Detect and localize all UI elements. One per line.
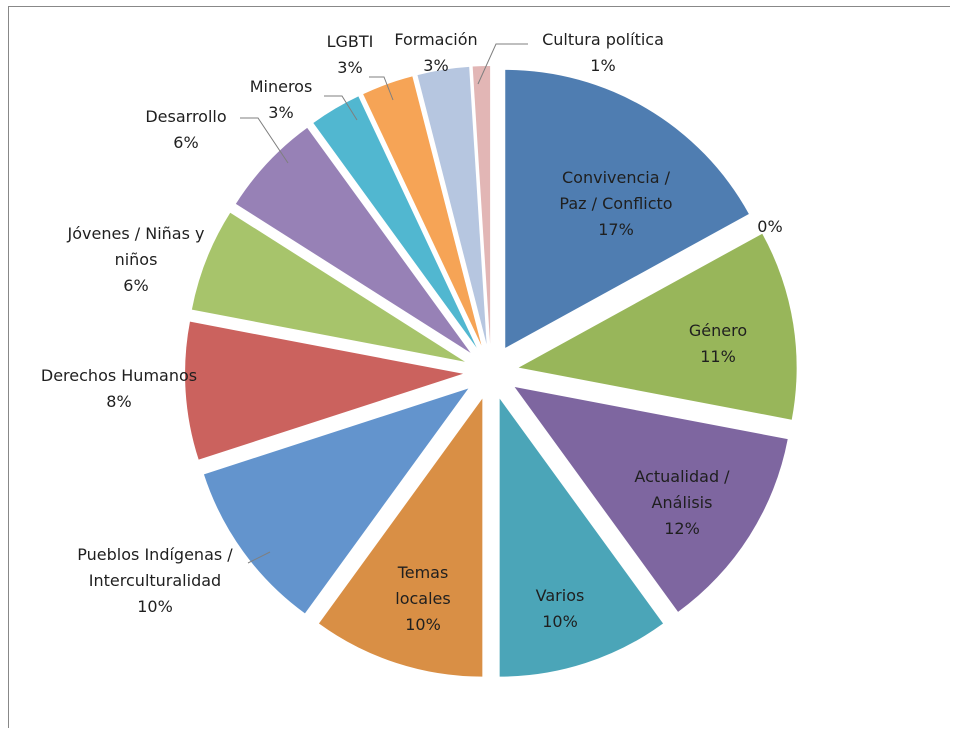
slice-name-label: niños xyxy=(115,250,158,269)
slice-name-label: Cultura política xyxy=(542,30,664,49)
pie-slice-derechos-humanos xyxy=(185,321,464,460)
slice-value-label: 11% xyxy=(700,347,736,366)
pie-slice-cultura-politica xyxy=(472,66,491,345)
leader-line-desarrollo xyxy=(240,117,289,164)
slice-name-label: Temas xyxy=(397,563,449,582)
slice-name-label: Pueblos Indígenas / xyxy=(77,545,233,564)
pie-slice-formacion xyxy=(417,66,487,345)
slice-label-jovenes-ninas-y-ninos: Jóvenes / Niñas y niños 6% xyxy=(67,224,205,295)
slice-name-label: Análisis xyxy=(652,493,713,512)
slice-value-label: 8% xyxy=(106,392,131,411)
slice-name-label: Formación xyxy=(394,30,477,49)
slice-label-derechos-humanos: Derechos Humanos 8% xyxy=(41,366,197,411)
slice-label-actualidad-analisis: Actualidad / Análisis 12% xyxy=(634,467,730,538)
pie-slice-temas-locales xyxy=(318,398,483,677)
slice-value-label: 3% xyxy=(268,103,293,122)
pie-slice-pueblos-indigenas-interculturalidad xyxy=(203,388,469,614)
slice-label-zero: 0% xyxy=(757,217,782,236)
slice-label-mineros: Mineros 3% xyxy=(250,77,313,122)
pie-slice-varios xyxy=(499,398,664,677)
slice-label-convivencia-paz-conflicto: Convivencia / Paz / Conflicto 17% xyxy=(559,168,672,239)
slice-value-label: 12% xyxy=(664,519,700,538)
leader-line-pueblos-indigenas-interculturalidad xyxy=(247,551,271,564)
slice-name-label: Convivencia / xyxy=(562,168,671,187)
pie-slice-lgbti xyxy=(363,76,482,346)
plot-area-border xyxy=(8,6,950,728)
slice-label-pueblos-indigenas-interculturalidad: Pueblos Indígenas / Interculturalidad 10% xyxy=(77,545,233,616)
pie-slice-desarrollo xyxy=(235,127,471,353)
leader-line-cultura-politica xyxy=(477,43,528,85)
slice-name-label: Actualidad / xyxy=(634,467,730,486)
slice-label-temas-locales: Temas locales 10% xyxy=(395,563,450,634)
leader-line-lgbti xyxy=(369,76,394,101)
slice-name-label: Jóvenes / Niñas y xyxy=(67,224,205,243)
pie-slice-genero xyxy=(518,233,797,420)
pie-slice-actualidad-analisis xyxy=(514,387,788,612)
slice-value-label: 0% xyxy=(757,217,782,236)
slice-value-label: 10% xyxy=(542,612,578,631)
slice-name-label: Varios xyxy=(536,586,585,605)
slice-label-desarrollo: Desarrollo 6% xyxy=(145,107,226,152)
leader-line-mineros xyxy=(324,95,358,121)
slice-value-label: 17% xyxy=(598,220,634,239)
slice-value-label: 10% xyxy=(405,615,441,634)
pie-slice-mineros xyxy=(313,96,477,348)
slice-name-label: Género xyxy=(689,321,747,340)
slices-layer xyxy=(185,66,797,677)
slice-value-label: 1% xyxy=(590,56,615,75)
slice-label-genero: Género 11% xyxy=(689,321,747,366)
slice-name-label: Interculturalidad xyxy=(89,571,221,590)
slice-name-label: Derechos Humanos xyxy=(41,366,197,385)
slice-value-label: 6% xyxy=(123,276,148,295)
pie-slice-convivencia-paz-conflicto xyxy=(505,69,749,348)
slice-value-label: 3% xyxy=(337,58,362,77)
labels-layer: Convivencia / Paz / Conflicto 17% 0% Género 1… xyxy=(41,30,783,634)
slice-name-label: Paz / Conflicto xyxy=(559,194,672,213)
slice-value-label: 10% xyxy=(137,597,173,616)
slice-label-cultura-politica: Cultura política 1% xyxy=(542,30,664,75)
slice-name-label: Desarrollo xyxy=(145,107,226,126)
slice-label-lgbti: LGBTI 3% xyxy=(327,32,374,77)
slice-value-label: 3% xyxy=(423,56,448,75)
leader-lines-layer xyxy=(240,43,528,564)
slice-value-label: 6% xyxy=(173,133,198,152)
pie-slice-jovenes-ninas-y-ninos xyxy=(191,212,465,362)
slice-label-formacion: Formación 3% xyxy=(394,30,477,75)
slice-label-varios: Varios 10% xyxy=(536,586,585,631)
slice-name-label: LGBTI xyxy=(327,32,374,51)
slice-name-label: Mineros xyxy=(250,77,313,96)
slice-name-label: locales xyxy=(395,589,450,608)
